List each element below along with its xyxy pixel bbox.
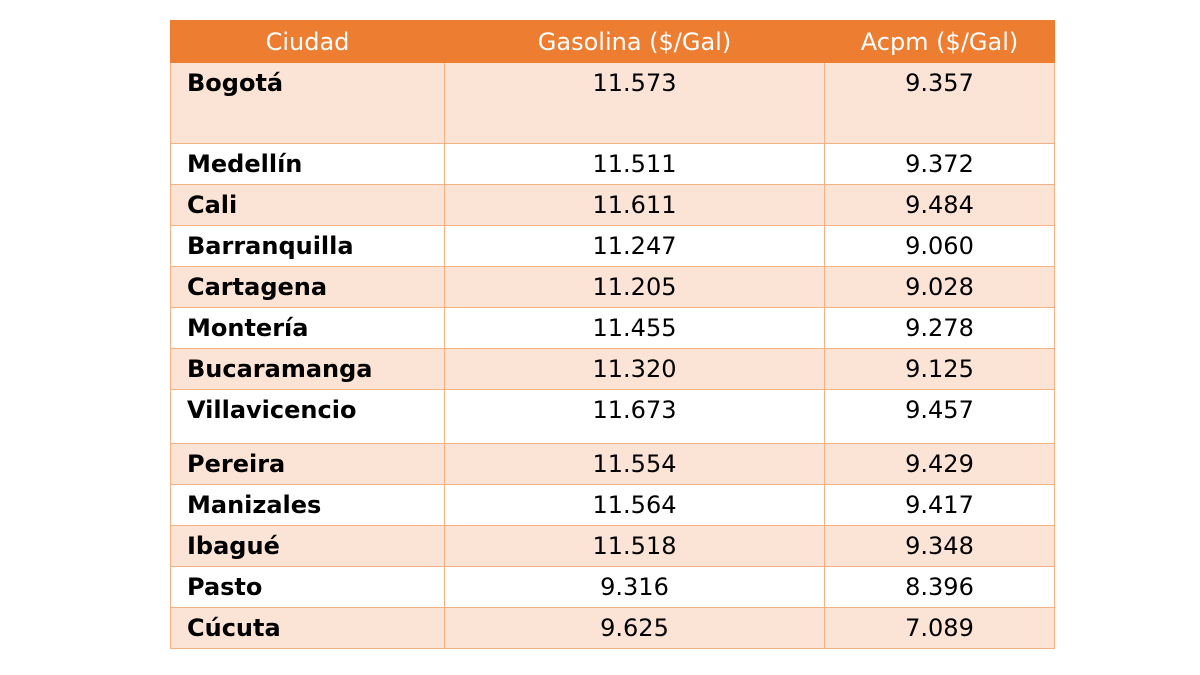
table-row: Bogotá 11.573 9.357 [170,62,1055,144]
price-cell: 11.564 [444,484,825,526]
price-cell: 11.573 [444,62,825,144]
table-row: Medellín 11.511 9.372 [170,143,1055,185]
price-cell: 9.316 [444,566,825,608]
price-cell: 9.417 [824,484,1055,526]
table-row: Pasto 9.316 8.396 [170,566,1055,608]
price-cell: 9.357 [824,62,1055,144]
price-cell: 8.396 [824,566,1055,608]
city-cell: Bogotá [170,62,445,144]
price-cell: 9.625 [444,607,825,649]
price-cell: 9.278 [824,307,1055,349]
city-cell: Montería [170,307,445,349]
table-row: Cúcuta 9.625 7.089 [170,607,1055,649]
city-cell: Medellín [170,143,445,185]
column-header: Acpm ($/Gal) [824,20,1055,63]
price-cell: 7.089 [824,607,1055,649]
table-row: Cartagena 11.205 9.028 [170,266,1055,308]
table-row: Villavicencio 11.673 9.457 [170,389,1055,444]
price-cell: 11.205 [444,266,825,308]
city-cell: Pasto [170,566,445,608]
city-cell: Pereira [170,443,445,485]
price-cell: 11.511 [444,143,825,185]
price-cell: 9.372 [824,143,1055,185]
column-header: Gasolina ($/Gal) [444,20,825,63]
table-row: Bucaramanga 11.320 9.125 [170,348,1055,390]
price-cell: 9.457 [824,389,1055,444]
price-cell: 9.484 [824,184,1055,226]
price-cell: 9.348 [824,525,1055,567]
header-row: Ciudad Gasolina ($/Gal) Acpm ($/Gal) [170,20,1055,63]
table-body: Bogotá 11.573 9.357 Medellín 11.511 9.372 Cali… [170,62,1055,649]
price-cell: 9.125 [824,348,1055,390]
table-row: Manizales 11.564 9.417 [170,484,1055,526]
price-cell: 11.320 [444,348,825,390]
table-row: Cali 11.611 9.484 [170,184,1055,226]
price-cell: 9.028 [824,266,1055,308]
table-row: Ibagué 11.518 9.348 [170,525,1055,567]
table-row: Montería 11.455 9.278 [170,307,1055,349]
city-cell: Cartagena [170,266,445,308]
table-row: Pereira 11.554 9.429 [170,443,1055,485]
price-cell: 9.060 [824,225,1055,267]
city-cell: Cúcuta [170,607,445,649]
price-cell: 11.518 [444,525,825,567]
city-cell: Bucaramanga [170,348,445,390]
price-cell: 11.673 [444,389,825,444]
price-cell: 11.455 [444,307,825,349]
price-table: Ciudad Gasolina ($/Gal) Acpm ($/Gal) Bogot… [170,20,1055,649]
table-row: Barranquilla 11.247 9.060 [170,225,1055,267]
city-cell: Ibagué [170,525,445,567]
city-cell: Cali [170,184,445,226]
price-cell: 9.429 [824,443,1055,485]
price-cell: 11.247 [444,225,825,267]
price-cell: 11.554 [444,443,825,485]
table-header: Ciudad Gasolina ($/Gal) Acpm ($/Gal) [170,20,1055,63]
price-cell: 11.611 [444,184,825,226]
city-cell: Manizales [170,484,445,526]
city-cell: Barranquilla [170,225,445,267]
city-cell: Villavicencio [170,389,445,444]
column-header: Ciudad [170,20,445,63]
